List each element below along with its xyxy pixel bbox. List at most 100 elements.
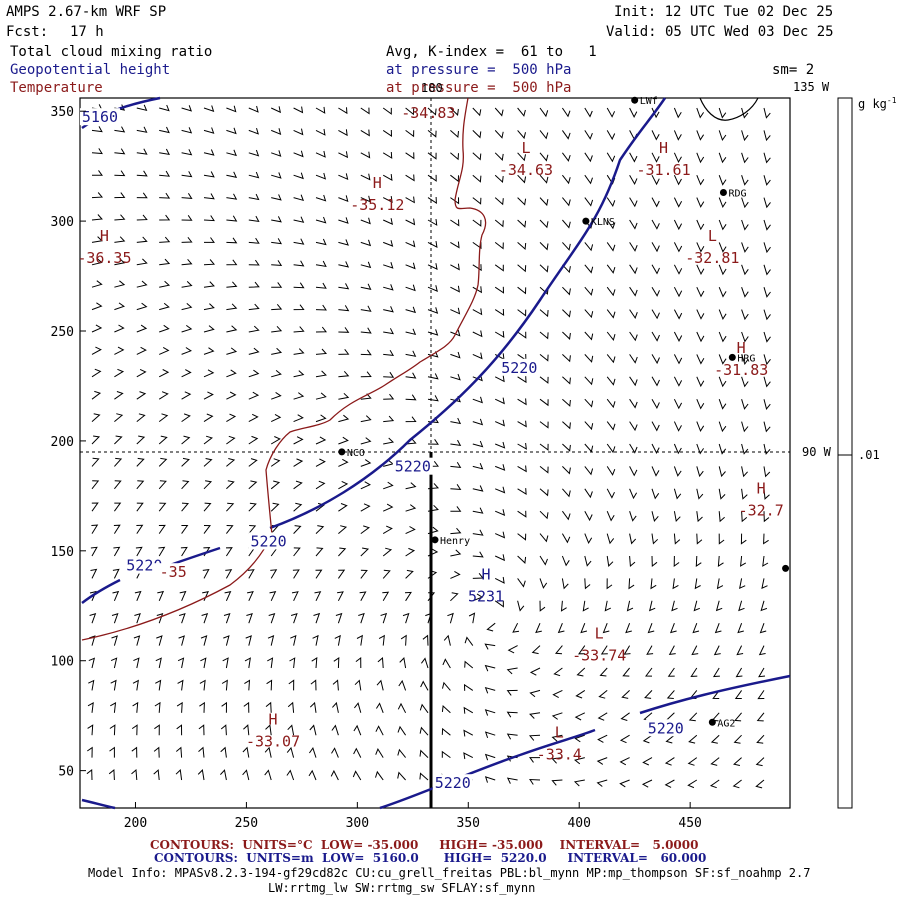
model-title: AMPS 2.67-km WRF SP <box>6 4 167 20</box>
wind-barb <box>673 286 683 298</box>
wind-barb <box>584 130 593 140</box>
extremum-letter: H <box>373 174 382 192</box>
wind-barb <box>506 689 518 696</box>
wind-barb <box>562 488 571 498</box>
wind-barb <box>337 569 346 579</box>
wind-barb <box>290 613 298 624</box>
wind-barb <box>472 440 484 448</box>
wind-barb <box>741 421 749 433</box>
wind-barb <box>427 241 438 249</box>
contour-label-bg <box>645 719 686 737</box>
wind-barb <box>176 701 183 713</box>
wind-barb <box>517 376 527 384</box>
wind-barb <box>405 152 415 160</box>
wind-barb <box>472 174 482 183</box>
wind-barb <box>405 394 417 401</box>
wind-barb <box>621 690 630 699</box>
wind-barb <box>226 281 238 288</box>
wind-barb <box>203 480 213 490</box>
wind-barb <box>109 724 116 736</box>
wind-barb <box>673 264 683 275</box>
coastline-ne <box>699 97 759 121</box>
wind-barb <box>91 280 103 288</box>
wind-barb <box>715 600 723 612</box>
wind-barb <box>153 769 160 781</box>
wind-barb <box>377 656 384 669</box>
wind-barb <box>427 263 438 270</box>
wind-barb <box>293 172 304 180</box>
extremum-value: -31.83 <box>714 361 768 379</box>
wind-barb <box>270 413 282 423</box>
wind-barb <box>397 771 406 781</box>
wind-barb <box>573 779 585 787</box>
wind-barb <box>427 130 437 138</box>
wind-barb <box>248 502 257 512</box>
wind-barb <box>248 171 260 179</box>
wind-barb <box>673 331 683 343</box>
wind-barb <box>562 466 571 475</box>
wind-barb <box>606 578 613 590</box>
wind-barb <box>606 488 615 499</box>
wind-barb <box>574 712 586 721</box>
wind-barb <box>86 769 93 781</box>
extremum-letter: H <box>737 339 746 357</box>
wind-barb <box>506 733 518 740</box>
wind-barb <box>717 555 724 567</box>
wind-barb <box>606 219 616 230</box>
wind-barb <box>88 679 95 691</box>
wind-barb <box>226 525 234 534</box>
station-label: HRG <box>737 353 755 364</box>
wind-barb <box>763 443 771 455</box>
wind-barb <box>651 219 660 230</box>
wind-barb <box>293 348 305 355</box>
wind-barb <box>696 242 705 253</box>
wind-barb <box>757 690 765 700</box>
wind-barb <box>494 375 505 383</box>
wind-barb <box>378 634 385 646</box>
wind-barb <box>622 667 630 677</box>
wind-barb <box>517 420 527 428</box>
wind-barb <box>710 734 720 744</box>
wind-barb <box>763 354 771 366</box>
wind-barb <box>763 287 771 298</box>
wind-barb <box>484 753 496 761</box>
wind-barb <box>176 724 183 736</box>
wind-barb <box>293 436 304 445</box>
wind-barb <box>718 264 727 276</box>
wind-barb <box>741 219 749 231</box>
wind-barb <box>226 458 236 467</box>
wind-barb <box>651 197 660 208</box>
wind-barb <box>405 438 417 445</box>
wind-barb <box>673 511 681 523</box>
wind-barb <box>332 701 339 713</box>
wind-barb <box>203 303 215 311</box>
contour-label: 5220 <box>501 359 537 377</box>
wind-barb <box>203 347 215 355</box>
wind-barb <box>111 635 118 646</box>
wind-barb <box>114 302 125 311</box>
wind-barb <box>629 376 638 387</box>
forecast-hour: 17 h <box>70 24 104 40</box>
wind-barb <box>562 219 571 229</box>
pressure-temperature: at pressure = 500 hPa <box>386 80 572 96</box>
wind-barb <box>696 264 705 276</box>
wind-barb <box>156 613 164 624</box>
wind-barb <box>427 504 439 512</box>
wind-barb <box>358 612 365 624</box>
wind-barb <box>158 524 166 534</box>
wind-barb <box>154 724 160 736</box>
forecast-label: Fcst: <box>6 24 49 40</box>
y-tick-label: 350 <box>51 105 74 120</box>
contour-5220-south <box>379 728 596 810</box>
wind-barb <box>360 503 371 512</box>
contour-label: 5160 <box>82 108 118 126</box>
extremum-value: -36.35 <box>77 249 131 267</box>
wind-barb <box>539 331 549 340</box>
contour-label-bg <box>153 563 194 581</box>
wind-barb <box>334 634 341 646</box>
wind-barb <box>179 613 186 624</box>
wind-barb <box>404 591 412 602</box>
wind-barb <box>199 679 206 691</box>
y-tick-label: 250 <box>51 325 74 340</box>
wind-barb <box>360 305 372 312</box>
